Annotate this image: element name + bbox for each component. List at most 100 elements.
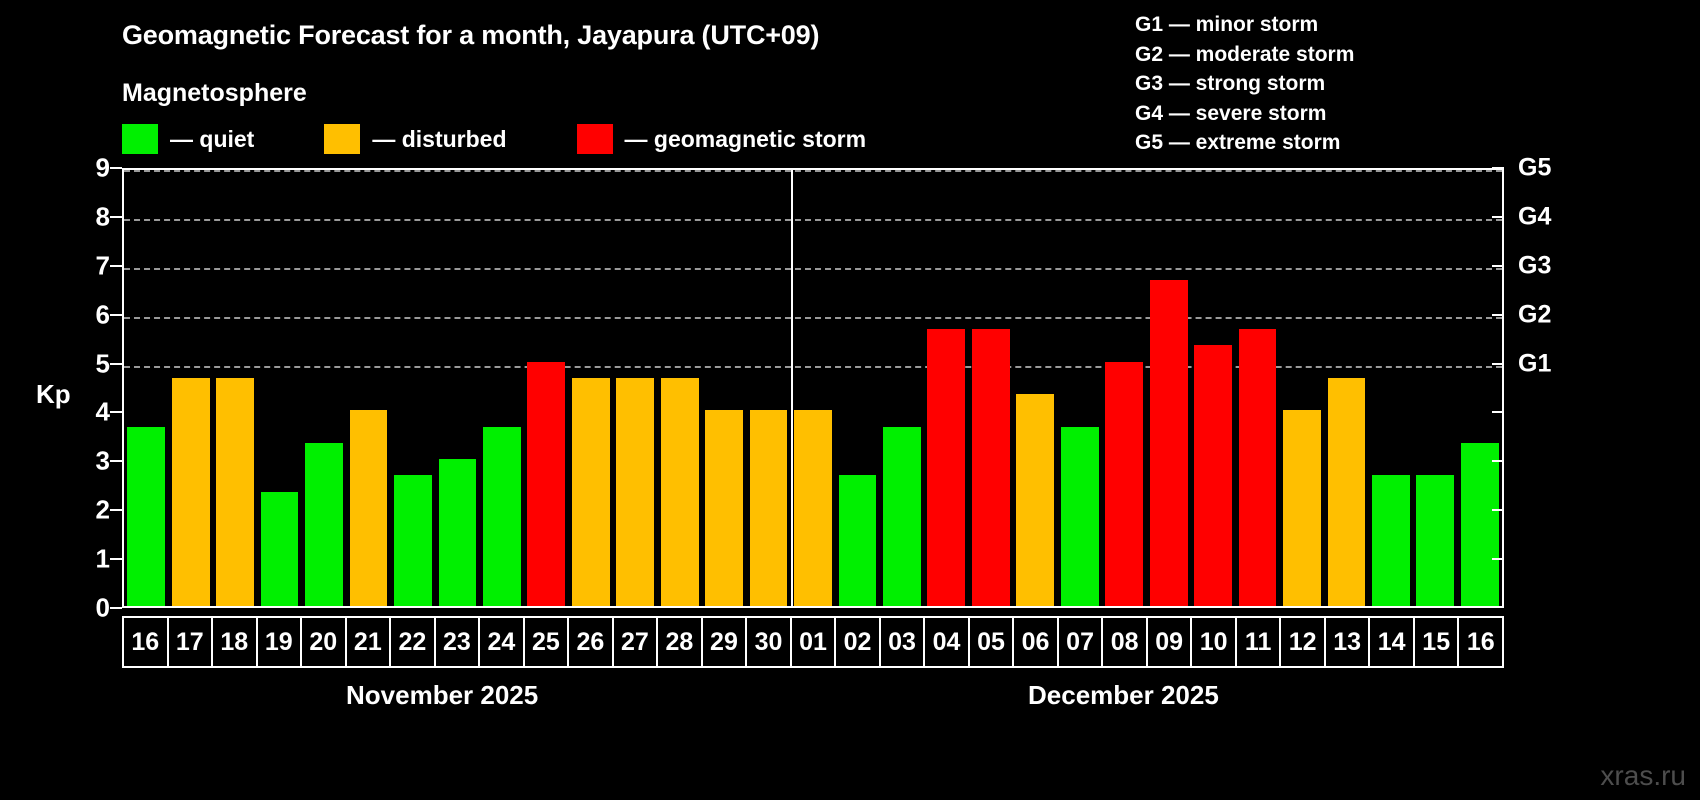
legend-item-storm: — geomagnetic storm [576,124,866,154]
bar-05 [971,328,1010,606]
g-tick-mark-G4 [1492,215,1504,218]
legend-label-quiet: — quiet [170,125,255,152]
bar-24 [482,426,521,606]
bar-series [124,170,1502,606]
bar-cell [302,170,346,606]
date-label-16: 16 [122,618,169,666]
date-label-22: 22 [391,618,436,666]
y-tick-label-5: 5 [95,348,110,379]
bar-25 [527,361,566,606]
legend-swatch-storm [576,124,613,154]
bar-15 [1416,475,1455,606]
bar-cell [880,170,924,606]
y-axis: 0 1 2 3 4 5 6 7 8 9 G1 G2 G3 G4 G5 [0,153,1700,623]
bar-19 [260,492,299,606]
bar-07 [1060,426,1099,606]
magnetosphere-label: Magnetosphere [122,79,307,107]
date-label-07: 07 [1059,618,1104,666]
date-label-02: 02 [836,618,881,666]
bar-01 [794,410,832,606]
month-caption-november: November 2025 [346,680,539,710]
bar-22 [394,475,432,606]
g-axis-minor-tick-2 [1492,509,1504,512]
date-label-23: 23 [436,618,481,666]
legend-swatch-quiet [122,124,158,154]
bar-18 [216,377,255,606]
bar-cell [391,170,435,606]
page-title: Geomagnetic Forecast for a month, Jayapu… [122,20,820,50]
legend-item-disturbed: — disturbed [324,124,507,154]
bar-cell [702,170,746,606]
legend-item-quiet: — quiet [122,124,254,154]
bar-11 [1238,328,1277,606]
y-tick-label-1: 1 [95,543,110,574]
g-tick-mark-G1 [1492,362,1504,365]
y-tick-mark-2 [110,509,122,512]
bar-28 [660,377,699,606]
y-tick-mark-7 [110,264,122,267]
date-label-25: 25 [525,618,570,666]
y-tick-label-9: 9 [95,152,110,183]
g-tick-label-G3: G3 [1518,251,1552,280]
g-scale-item-4: G4 — severe storm [1135,101,1327,125]
bar-03 [883,426,921,606]
bar-14 [1372,475,1410,606]
bar-cell [1191,170,1235,606]
y-tick-label-7: 7 [95,250,110,281]
gridline-kp-6 [124,316,1502,319]
bar-cell [613,170,657,606]
bar-cell [168,170,212,606]
date-label-19: 19 [258,618,303,666]
bar-cell [791,170,835,606]
date-label-24: 24 [480,618,525,666]
month-caption-december: December 2025 [1028,680,1219,710]
bar-cell [257,170,301,606]
g-scale-item-3: G3 — strong storm [1135,72,1326,95]
date-label-10: 10 [1192,618,1237,666]
g-tick-mark-G3 [1492,264,1504,267]
bar-06 [1016,394,1055,606]
bar-cell [1280,170,1324,606]
watermark: xras.ru [1600,760,1686,791]
bar-cell [346,170,390,606]
date-label-14: 14 [1370,618,1415,666]
bar-17 [171,377,210,606]
date-label-27: 27 [614,618,659,666]
g-axis-minor-tick-1 [1492,558,1504,561]
bar-cell [124,170,168,606]
bar-cell [1458,170,1502,606]
legend: — quiet — disturbed — geomagnetic storm [122,122,866,156]
date-axis: 16 17 18 19 20 21 22 23 24 25 26 27 28 29 30 01 02 03 04 05… [122,616,1504,668]
bar-cell [524,170,568,606]
bar-29 [705,410,743,606]
date-label-26: 26 [569,618,614,666]
y-tick-label-6: 6 [95,299,110,330]
y-tick-mark-0 [110,607,122,609]
date-label-20: 20 [302,618,347,666]
legend-swatch-disturbed [324,124,361,154]
bar-04 [927,328,966,606]
y-tick-mark-5 [110,362,122,365]
bar-cell [746,170,790,606]
bar-12 [1283,410,1321,606]
bar-cell [657,170,701,606]
y-tick-mark-8 [110,215,122,218]
y-tick-mark-9 [110,167,122,169]
y-tick-label-0: 0 [95,592,110,623]
date-label-08: 08 [1103,618,1148,666]
g-tick-label-G5: G5 [1518,153,1552,182]
y-tick-label-8: 8 [95,201,110,232]
bar-cell [569,170,613,606]
bar-09 [1149,279,1188,606]
y-tick-label-4: 4 [95,396,110,427]
g-tick-mark-G5 [1492,167,1504,169]
g-axis-minor-tick-4 [1492,411,1504,414]
date-label-04: 04 [925,618,970,666]
bar-23 [438,459,477,606]
gridline-kp-9 [124,170,1502,172]
date-label-16: 16 [1459,618,1504,666]
plot-area [122,168,1504,608]
month-divider [790,170,793,606]
date-label-05: 05 [970,618,1015,666]
date-label-28: 28 [658,618,703,666]
